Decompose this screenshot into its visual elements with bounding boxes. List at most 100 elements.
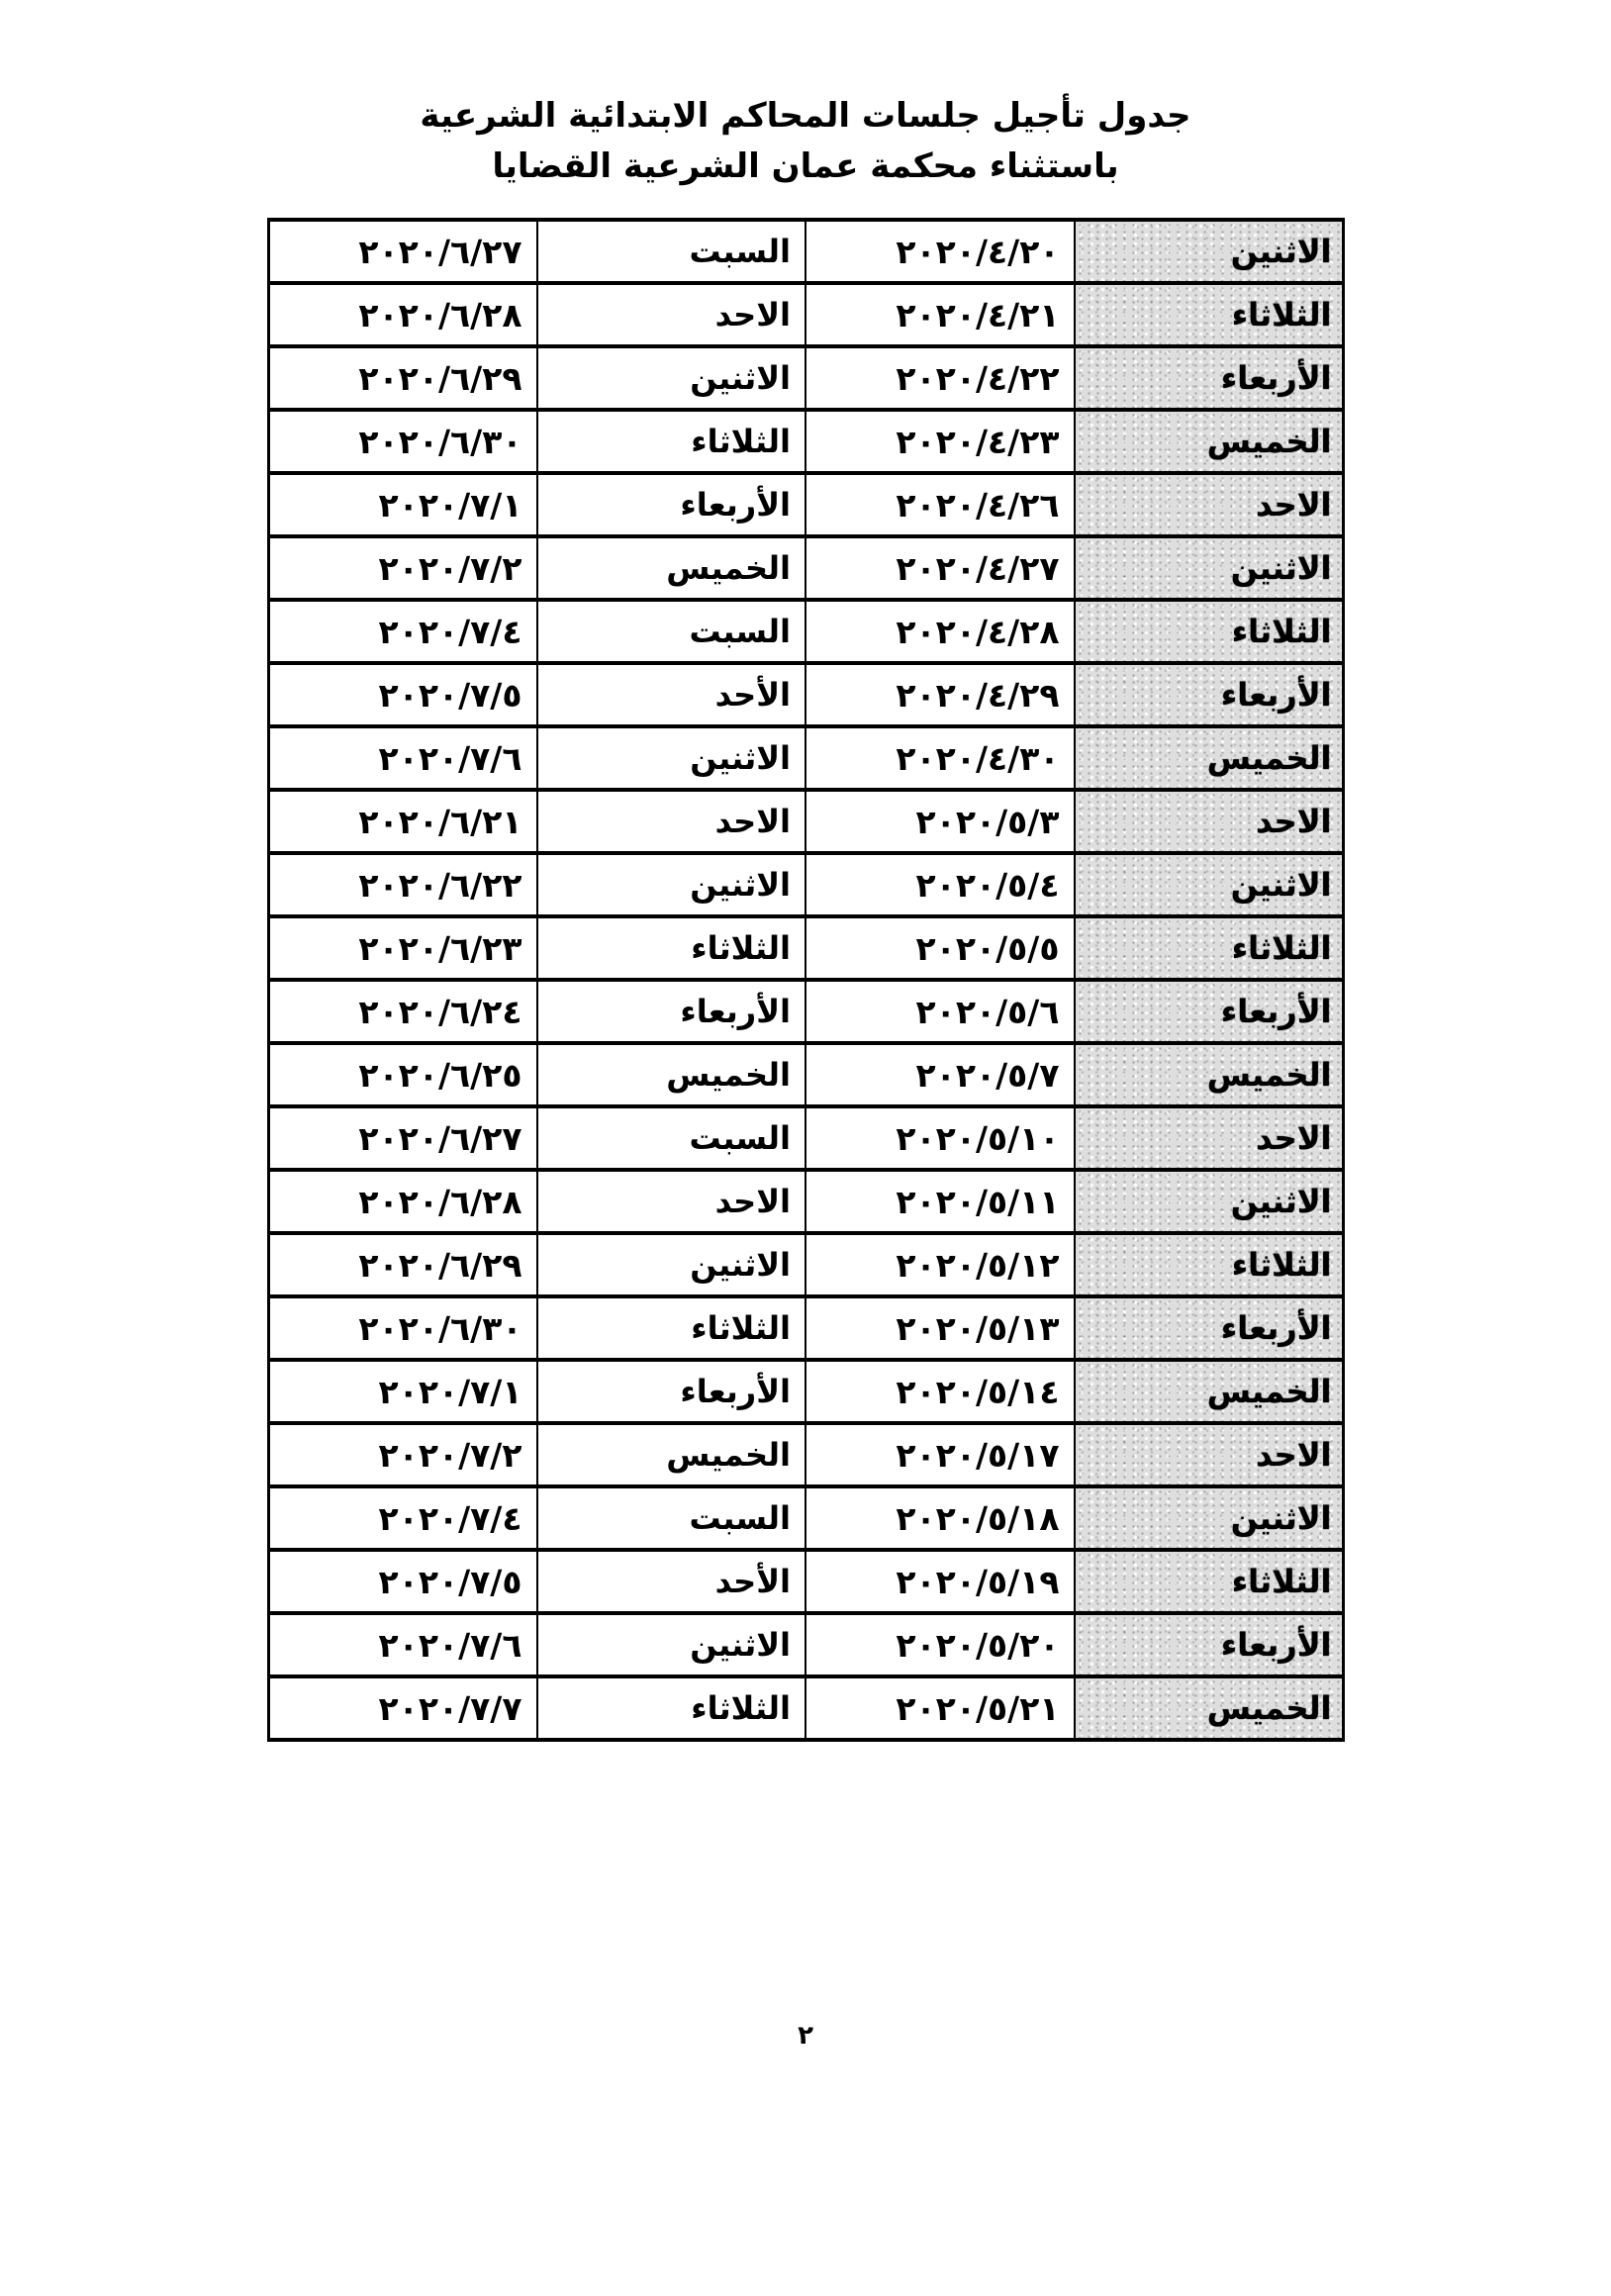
table-row: الاحد ٢٠٢٠/٥/١٧ الخميس ٢٠٢٠/٧/٢	[267, 1421, 1344, 1488]
postponed-date-cell: ٢٠٢٠/٧/١	[267, 471, 538, 538]
table-row: الثلاثاء ٢٠٢٠/٤/٢١ الاحد ٢٠٢٠/٦/٢٨	[267, 281, 1344, 348]
session-day-cell: الثلاثاء	[1073, 1231, 1344, 1298]
session-date-cell: ٢٠٢٠/٥/١٤	[805, 1358, 1076, 1425]
postponed-date-cell: ٢٠٢٠/٦/٢٨	[267, 281, 538, 348]
table-row: الاحد ٢٠٢٠/٥/٣ الاحد ٢٠٢٠/٦/٢١	[267, 788, 1344, 855]
table-row: الاثنين ٢٠٢٠/٥/٤ الاثنين ٢٠٢٠/٦/٢٢	[267, 851, 1344, 918]
session-date-cell: ٢٠٢٠/٤/٢٦	[805, 471, 1076, 538]
postponed-date-cell: ٢٠٢٠/٦/٢٢	[267, 851, 538, 918]
session-date-cell: ٢٠٢٠/٥/٦	[805, 978, 1076, 1045]
session-day-cell: الاثنين	[1073, 534, 1344, 602]
postponed-date-cell: ٢٠٢٠/٦/٢٨	[267, 1168, 538, 1235]
session-date-cell: ٢٠٢٠/٥/١٨	[805, 1484, 1076, 1552]
session-date-cell: ٢٠٢٠/٥/٧	[805, 1041, 1076, 1108]
postponed-day-cell: الأربعاء	[535, 471, 806, 538]
table-row: الأربعاء ٢٠٢٠/٥/٢٠ الاثنين ٢٠٢٠/٧/٦	[267, 1611, 1344, 1678]
postponed-date-cell: ٢٠٢٠/٧/٦	[267, 724, 538, 792]
postponed-date-cell: ٢٠٢٠/٧/٢	[267, 1421, 538, 1488]
postponed-day-cell: الاحد	[535, 1168, 806, 1235]
session-date-cell: ٢٠٢٠/٤/٢٣	[805, 408, 1076, 475]
session-date-cell: ٢٠٢٠/٤/٢١	[805, 281, 1076, 348]
postponed-day-cell: الاثنين	[535, 1231, 806, 1298]
session-date-cell: ٢٠٢٠/٥/١٩	[805, 1548, 1076, 1615]
postponed-date-cell: ٢٠٢٠/٦/٢٧	[267, 218, 538, 285]
table-row: الاثنين ٢٠٢٠/٤/٢٧ الخميس ٢٠٢٠/٧/٢	[267, 534, 1344, 602]
postponed-day-cell: الأحد	[535, 661, 806, 728]
postponed-day-cell: الأربعاء	[535, 978, 806, 1045]
postponed-day-cell: الأربعاء	[535, 1358, 806, 1425]
session-date-cell: ٢٠٢٠/٤/٣٠	[805, 724, 1076, 792]
session-day-cell: الخميس	[1073, 724, 1344, 792]
postponement-schedule-table: الاثنين ٢٠٢٠/٤/٢٠ السبت ٢٠٢٠/٦/٢٧ الثلاث…	[266, 218, 1345, 1742]
table-row: الخميس ٢٠٢٠/٤/٢٣ الثلاثاء ٢٠٢٠/٦/٣٠	[267, 408, 1344, 475]
session-date-cell: ٢٠٢٠/٤/٢٧	[805, 534, 1076, 602]
session-day-cell: الخميس	[1073, 1358, 1344, 1425]
postponed-day-cell: الاثنين	[535, 1611, 806, 1678]
postponed-day-cell: الأحد	[535, 1548, 806, 1615]
table-row: الاحد ٢٠٢٠/٥/١٠ السبت ٢٠٢٠/٦/٢٧	[267, 1104, 1344, 1172]
postponed-day-cell: الخميس	[535, 1041, 806, 1108]
session-date-cell: ٢٠٢٠/٤/٢٢	[805, 344, 1076, 412]
postponed-date-cell: ٢٠٢٠/٦/٢٩	[267, 1231, 538, 1298]
session-day-cell: الاثنين	[1073, 851, 1344, 918]
session-day-cell: الثلاثاء	[1073, 1548, 1344, 1615]
postponed-day-cell: السبت	[535, 598, 806, 665]
session-date-cell: ٢٠٢٠/٥/٢١	[805, 1674, 1076, 1742]
table-row: الاثنين ٢٠٢٠/٥/١٨ السبت ٢٠٢٠/٧/٤	[267, 1484, 1344, 1552]
postponed-day-cell: الثلاثاء	[535, 914, 806, 982]
table-row: الأربعاء ٢٠٢٠/٤/٢٢ الاثنين ٢٠٢٠/٦/٢٩	[267, 344, 1344, 412]
session-date-cell: ٢٠٢٠/٥/١٧	[805, 1421, 1076, 1488]
session-day-cell: الثلاثاء	[1073, 914, 1344, 982]
postponed-date-cell: ٢٠٢٠/٦/٢٤	[267, 978, 538, 1045]
postponed-date-cell: ٢٠٢٠/٦/٢٧	[267, 1104, 538, 1172]
postponed-day-cell: الاثنين	[535, 851, 806, 918]
session-day-cell: الأربعاء	[1073, 1611, 1344, 1678]
session-date-cell: ٢٠٢٠/٥/٤	[805, 851, 1076, 918]
table-row: الخميس ٢٠٢٠/٥/١٤ الأربعاء ٢٠٢٠/٧/١	[267, 1358, 1344, 1425]
table-row: الأربعاء ٢٠٢٠/٥/١٣ الثلاثاء ٢٠٢٠/٦/٣٠	[267, 1294, 1344, 1362]
postponed-date-cell: ٢٠٢٠/٦/٢٣	[267, 914, 538, 982]
table-row: الخميس ٢٠٢٠/٥/٢١ الثلاثاء ٢٠٢٠/٧/٧	[267, 1674, 1344, 1742]
postponed-date-cell: ٢٠٢٠/٧/٢	[267, 534, 538, 602]
table-row: الثلاثاء ٢٠٢٠/٥/١٢ الاثنين ٢٠٢٠/٦/٢٩	[267, 1231, 1344, 1298]
session-day-cell: الاثنين	[1073, 1484, 1344, 1552]
session-date-cell: ٢٠٢٠/٥/٥	[805, 914, 1076, 982]
postponed-day-cell: السبت	[535, 1104, 806, 1172]
session-day-cell: الخميس	[1073, 1674, 1344, 1742]
postponed-date-cell: ٢٠٢٠/٦/٣٠	[267, 1294, 538, 1362]
session-day-cell: الاحد	[1073, 788, 1344, 855]
session-date-cell: ٢٠٢٠/٥/١٠	[805, 1104, 1076, 1172]
postponed-day-cell: الثلاثاء	[535, 1674, 806, 1742]
postponed-day-cell: الاحد	[535, 788, 806, 855]
table-row: الخميس ٢٠٢٠/٥/٧ الخميس ٢٠٢٠/٦/٢٥	[267, 1041, 1344, 1108]
session-date-cell: ٢٠٢٠/٤/٢٠	[805, 218, 1076, 285]
postponed-date-cell: ٢٠٢٠/٧/٥	[267, 661, 538, 728]
postponed-day-cell: الاثنين	[535, 724, 806, 792]
session-date-cell: ٢٠٢٠/٤/٢٨	[805, 598, 1076, 665]
session-day-cell: الخميس	[1073, 1041, 1344, 1108]
postponed-day-cell: الخميس	[535, 534, 806, 602]
title-line-2: باستثناء محكمة عمان الشرعية القضايا	[492, 146, 1119, 186]
title-line-1: جدول تأجيل جلسات المحاكم الابتدائية الشر…	[420, 96, 1191, 136]
table-row: الثلاثاء ٢٠٢٠/٥/٥ الثلاثاء ٢٠٢٠/٦/٢٣	[267, 914, 1344, 982]
table-row: الاثنين ٢٠٢٠/٤/٢٠ السبت ٢٠٢٠/٦/٢٧	[267, 218, 1344, 285]
table-row: الاثنين ٢٠٢٠/٥/١١ الاحد ٢٠٢٠/٦/٢٨	[267, 1168, 1344, 1235]
session-day-cell: الأربعاء	[1073, 344, 1344, 412]
session-date-cell: ٢٠٢٠/٥/٣	[805, 788, 1076, 855]
postponed-date-cell: ٢٠٢٠/٦/٢١	[267, 788, 538, 855]
session-day-cell: الاثنين	[1073, 218, 1344, 285]
postponed-date-cell: ٢٠٢٠/٦/٢٩	[267, 344, 538, 412]
postponed-day-cell: الثلاثاء	[535, 1294, 806, 1362]
session-date-cell: ٢٠٢٠/٥/٢٠	[805, 1611, 1076, 1678]
postponed-date-cell: ٢٠٢٠/٧/٤	[267, 598, 538, 665]
session-day-cell: الأربعاء	[1073, 661, 1344, 728]
postponed-day-cell: الاحد	[535, 281, 806, 348]
page-number: ٢	[798, 2021, 813, 2051]
document-title: جدول تأجيل جلسات المحاكم الابتدائية الشر…	[0, 0, 1611, 192]
postponed-date-cell: ٢٠٢٠/٧/٥	[267, 1548, 538, 1615]
table-row: الثلاثاء ٢٠٢٠/٥/١٩ الأحد ٢٠٢٠/٧/٥	[267, 1548, 1344, 1615]
postponed-day-cell: الخميس	[535, 1421, 806, 1488]
session-date-cell: ٢٠٢٠/٤/٢٩	[805, 661, 1076, 728]
session-day-cell: الاحد	[1073, 1104, 1344, 1172]
session-date-cell: ٢٠٢٠/٥/١٢	[805, 1231, 1076, 1298]
